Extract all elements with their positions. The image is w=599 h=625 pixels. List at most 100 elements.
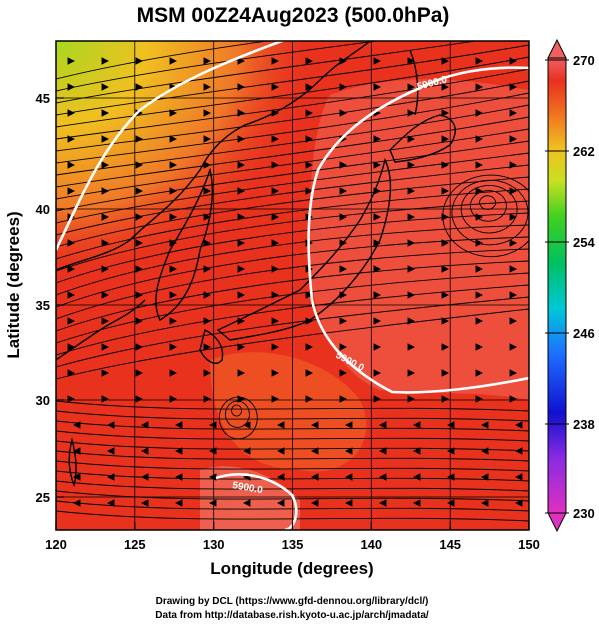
arrowhead: [203, 291, 212, 299]
arrowhead: [169, 135, 178, 143]
arrowhead: [203, 369, 212, 377]
arrowhead: [208, 421, 217, 429]
arrowhead: [475, 83, 484, 91]
x-axis-label: Longitude (degrees): [210, 559, 373, 578]
arrowhead: [480, 447, 489, 455]
arrowhead: [101, 109, 110, 117]
arrowhead: [271, 213, 280, 221]
arrowhead: [271, 369, 280, 377]
streamline: [56, 450, 529, 462]
arrowhead: [174, 499, 183, 507]
arrowhead: [305, 187, 314, 195]
arrowhead: [67, 265, 76, 273]
arrowhead: [378, 447, 387, 455]
arrowhead: [106, 421, 115, 429]
x-tick-label: 130: [203, 537, 225, 552]
arrowhead: [509, 161, 518, 169]
arrowhead: [509, 57, 518, 65]
arrowhead: [339, 265, 348, 273]
coastline-hokkaido: [389, 114, 456, 163]
arrowhead: [276, 421, 285, 429]
y-tick-label: 45: [36, 91, 50, 106]
arrowhead: [169, 57, 178, 65]
streamline: [56, 296, 529, 368]
arrowhead: [67, 161, 76, 169]
arrowhead: [305, 317, 314, 325]
arrowhead: [509, 291, 518, 299]
vortex-circle: [460, 185, 518, 234]
arrowhead: [242, 421, 251, 429]
streamline: [56, 176, 529, 248]
arrowhead: [106, 447, 115, 455]
arrowhead: [339, 343, 348, 351]
arrowhead: [101, 57, 110, 65]
streamline: [56, 41, 479, 104]
orange-region-south: [210, 352, 367, 472]
warm-anomaly-region: [308, 79, 529, 401]
height-contours: [56, 41, 529, 530]
arrowhead: [237, 57, 246, 65]
arrowhead: [373, 369, 382, 377]
colorbar-tick-label: 238: [573, 417, 595, 432]
arrowhead: [475, 265, 484, 273]
arrowhead: [339, 213, 348, 221]
arrowhead: [441, 57, 450, 65]
arrowhead: [101, 213, 110, 221]
streamline: [56, 41, 271, 80]
arrowhead: [475, 291, 484, 299]
arrowhead: [101, 395, 110, 403]
arrowhead: [169, 317, 178, 325]
arrowhead: [101, 291, 110, 299]
arrowhead: [305, 161, 314, 169]
arrowhead: [72, 473, 81, 481]
arrowhead: [237, 161, 246, 169]
arrowhead: [509, 343, 518, 351]
arrowhead: [407, 291, 416, 299]
arrowhead: [271, 161, 280, 169]
arrowhead: [72, 421, 81, 429]
arrowhead: [441, 395, 450, 403]
arrowhead: [373, 161, 382, 169]
streamline: [56, 260, 529, 332]
streamline: [56, 152, 529, 224]
arrowhead: [135, 343, 144, 351]
streamline: [56, 460, 529, 472]
credit-drawing: Drawing by DCL (https://www.gfd-dennou.o…: [156, 596, 429, 607]
streamline: [56, 104, 529, 176]
arrowhead: [174, 421, 183, 429]
arrowhead: [344, 499, 353, 507]
colorbar-tick-label: 262: [573, 144, 595, 159]
arrowhead: [344, 447, 353, 455]
vortex-circle: [479, 195, 496, 210]
arrowhead: [378, 421, 387, 429]
streamline: [56, 500, 529, 512]
arrowhead: [412, 499, 421, 507]
arrowhead: [378, 499, 387, 507]
streamline: [56, 92, 529, 164]
streamline: [56, 164, 529, 236]
arrowhead: [407, 109, 416, 117]
arrowhead: [475, 369, 484, 377]
x-tick-label: 145: [439, 537, 461, 552]
x-tick-label: 135: [282, 537, 304, 552]
arrowhead: [407, 395, 416, 403]
streamline: [56, 56, 529, 128]
arrowhead: [339, 239, 348, 247]
arrowhead: [305, 291, 314, 299]
arrowhead: [373, 239, 382, 247]
arrowhead: [203, 83, 212, 91]
streamline: [56, 80, 529, 152]
arrowhead: [446, 447, 455, 455]
arrowhead: [407, 187, 416, 195]
arrowhead: [203, 109, 212, 117]
vortex-circle: [231, 404, 242, 417]
arrowhead: [237, 395, 246, 403]
arrowhead: [373, 265, 382, 273]
arrowhead: [509, 83, 518, 91]
arrowhead: [271, 57, 280, 65]
arrowhead: [509, 239, 518, 247]
arrowhead: [135, 317, 144, 325]
arrowhead: [475, 187, 484, 195]
arrowhead: [203, 317, 212, 325]
arrowhead: [67, 83, 76, 91]
